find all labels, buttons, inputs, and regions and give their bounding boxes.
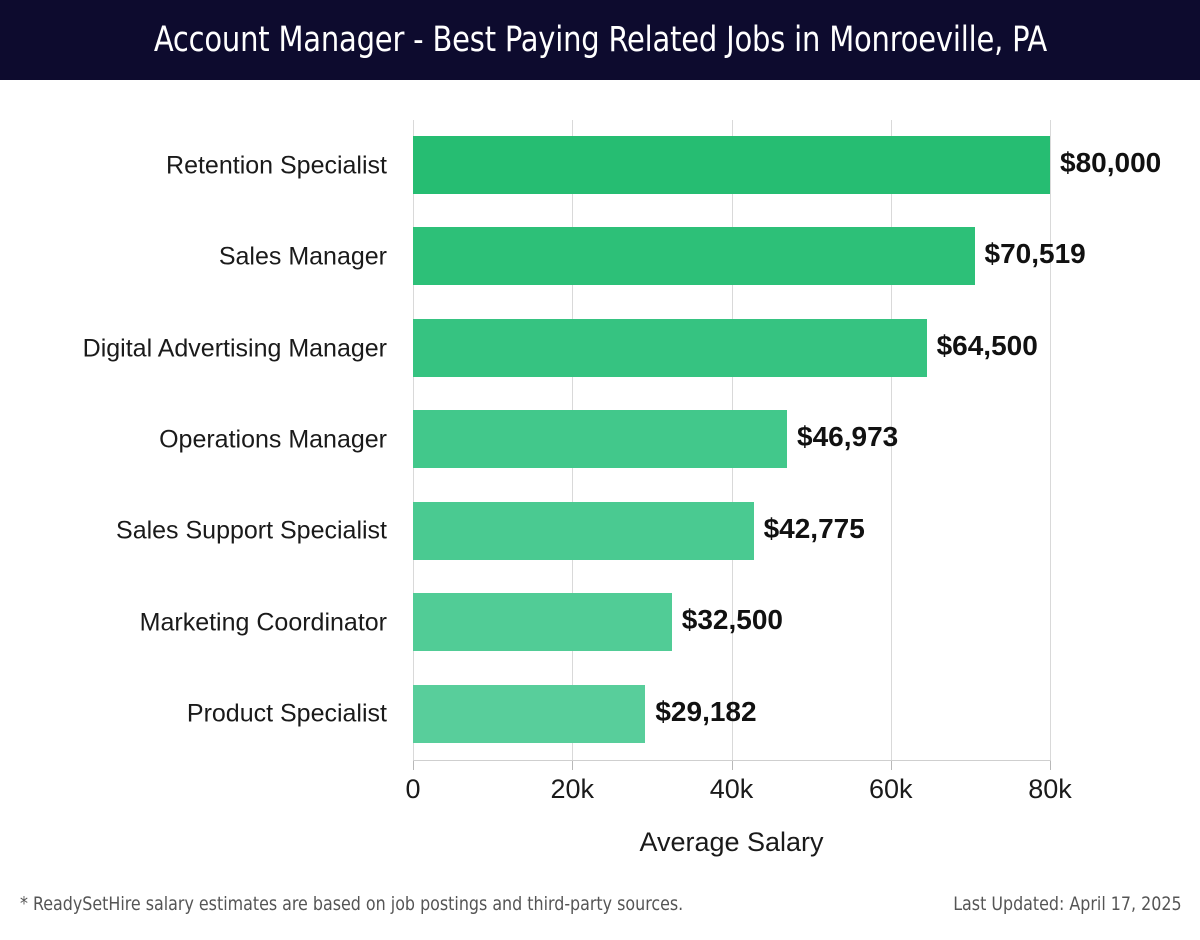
plot-area: 0 20k 40k 60k 80k $80,000 $70,519 $64,500 $46,9… (405, 120, 1161, 804)
bar[interactable] (413, 410, 788, 469)
bar-row: $42,775 (413, 486, 1050, 577)
x-tick-label: 40k (709, 774, 754, 804)
y-axis-label: Operations Manager (159, 425, 387, 454)
gridline (890, 120, 892, 760)
bar-row: $70,519 (413, 211, 1086, 302)
x-tick-mark (413, 761, 414, 770)
bar-value-label: $42,775 (763, 512, 865, 544)
bar[interactable] (413, 227, 975, 286)
bar[interactable] (413, 318, 927, 377)
page-title: Account Manager - Best Paying Related Jo… (153, 20, 1047, 60)
x-axis-line (413, 760, 1051, 761)
chart-canvas: Retention Specialist Sales Manager Digital… (0, 80, 1200, 880)
bar[interactable] (413, 501, 754, 560)
bar-value-label: $32,500 (681, 604, 783, 636)
chart-header-bar: Account Manager - Best Paying Related Jo… (0, 0, 1200, 80)
bar[interactable] (413, 684, 646, 743)
y-axis-label: Sales Support Specialist (116, 516, 387, 545)
x-tick-label: 60k (868, 774, 913, 804)
y-axis-label: Marketing Coordinator (139, 608, 387, 637)
y-axis-label: Retention Specialist (166, 151, 387, 180)
bar-row: $80,000 (413, 120, 1161, 211)
bar-row: $32,500 (413, 577, 1050, 668)
chart-footer: * ReadySetHire salary estimates are base… (0, 893, 1200, 940)
bar-row: $29,182 (413, 669, 1050, 760)
bar[interactable] (413, 593, 672, 652)
x-tick-label: 20k (550, 774, 595, 804)
bar[interactable] (413, 136, 1050, 194)
bar-value-label: $46,973 (797, 421, 899, 453)
y-axis-category-labels: Retention Specialist Sales Manager Digital… (0, 120, 400, 760)
gridline (1050, 120, 1051, 760)
x-tick-mark (890, 761, 892, 770)
x-tick-mark (1050, 761, 1051, 770)
x-tick-label: 80k (1028, 774, 1072, 804)
bar-row: $46,973 (413, 394, 1050, 485)
footer-last-updated: Last Updated: April 17, 2025 (953, 893, 1182, 915)
x-tick-mark (572, 761, 574, 770)
bar-value-label: $70,519 (984, 238, 1086, 270)
x-axis-title: Average Salary (639, 827, 824, 857)
bar-value-label: $29,182 (655, 695, 757, 727)
bar-row: $64,500 (413, 303, 1050, 394)
y-axis-label: Product Specialist (186, 699, 387, 728)
footer-disclaimer: * ReadySetHire salary estimates are base… (20, 893, 684, 915)
y-axis-label: Sales Manager (218, 242, 387, 271)
y-axis-label: Digital Advertising Manager (82, 334, 387, 363)
x-tick-mark (731, 761, 733, 770)
bar-value-label: $64,500 (936, 329, 1038, 361)
x-tick-label: 0 (405, 774, 421, 804)
bar-value-label: $80,000 (1060, 147, 1162, 178)
